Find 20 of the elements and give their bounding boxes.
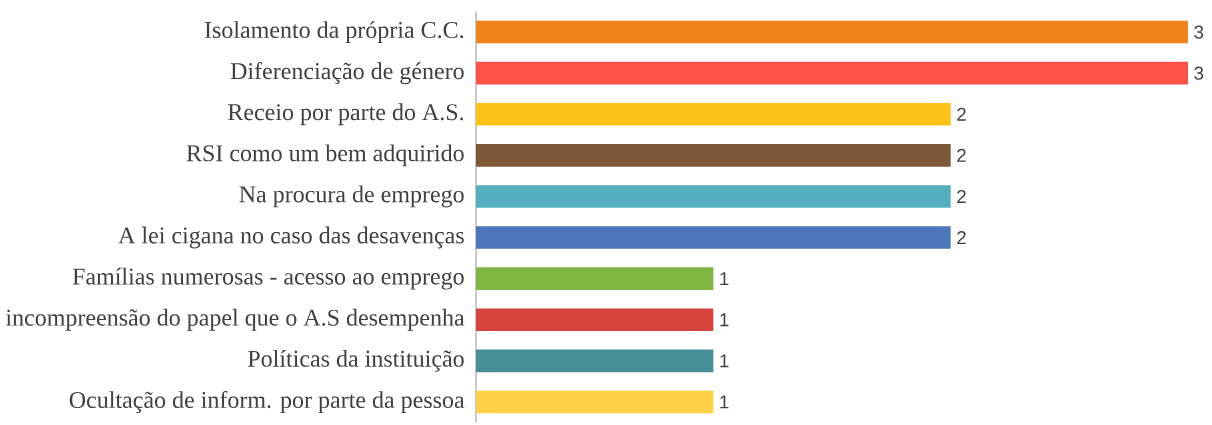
y-tick-label: Isolamento da própria C.C. — [204, 21, 464, 43]
data-label: 2 — [957, 148, 966, 162]
y-tick-label: Diferenciação de género — [230, 62, 464, 85]
data-label: 2 — [957, 231, 966, 245]
data-label: 2 — [957, 107, 966, 121]
data-label: 1 — [720, 354, 729, 368]
y-tick-label: A lei cigana no caso das desavenças — [118, 226, 464, 249]
data-label: 3 — [1194, 25, 1204, 39]
y-tick-label: Ocultação de inform. por parte da pessoa — [69, 390, 465, 413]
y-tick-label: Na procura de emprego — [239, 185, 464, 208]
data-label: 1 — [720, 313, 729, 327]
data-label: 1 — [720, 395, 729, 409]
y-tick-label: Receio por parte do A.S. — [228, 103, 464, 126]
data-label: 1 — [720, 272, 729, 286]
y-tick-label: incompreensão do papel que o A.S desempenha — [5, 308, 465, 331]
y-tick-label: RSI como um bem adquirido — [186, 144, 464, 167]
data-label: 2 — [957, 189, 966, 203]
y-tick-label: Famílias numerosas - acesso ao emprego — [72, 267, 464, 290]
data-label: 3 — [1194, 66, 1204, 80]
y-tick-label: Políticas da instituição — [248, 349, 464, 372]
